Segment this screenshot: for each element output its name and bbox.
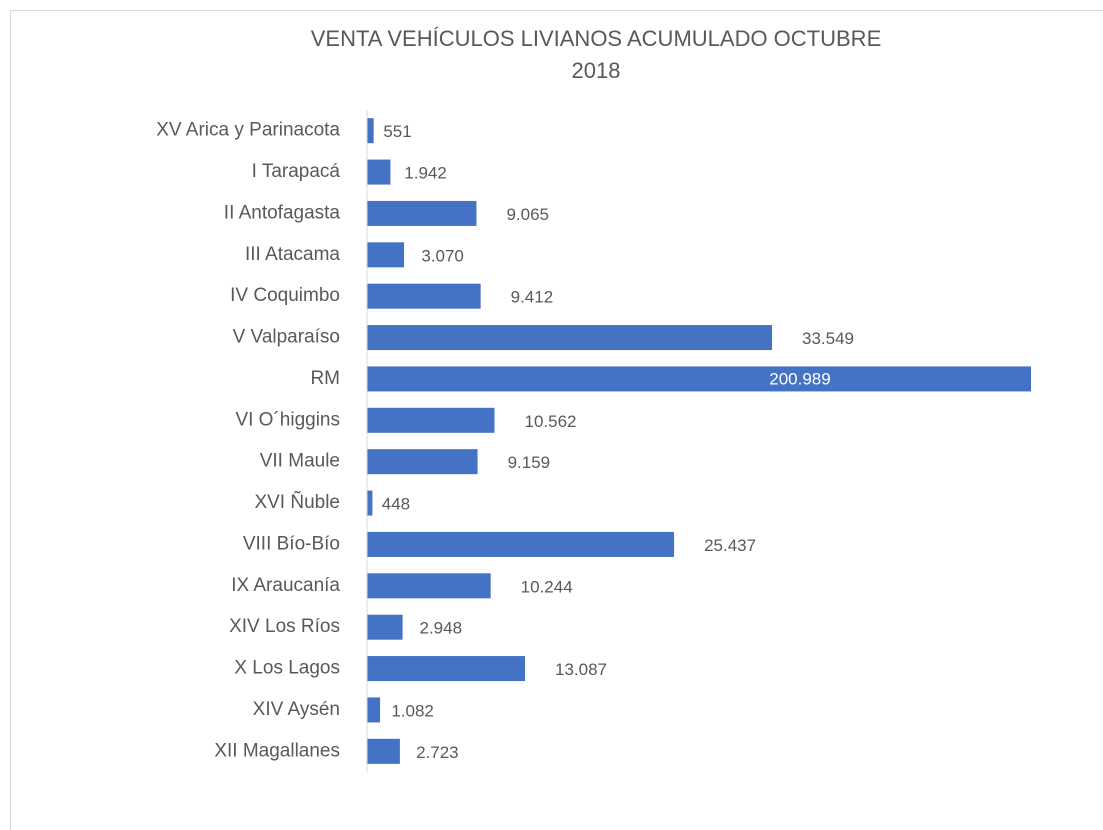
bar [367, 407, 495, 433]
data-label: 13.087 [555, 660, 607, 679]
y-tick-label: IX Araucanía [231, 575, 340, 596]
data-label: 2.723 [416, 743, 459, 762]
bar [367, 159, 391, 185]
bar [367, 118, 374, 144]
bar [367, 200, 477, 226]
y-tick-label: XIV Los Ríos [229, 616, 340, 637]
bar [367, 366, 1031, 392]
y-tick-label: XII Magallanes [214, 740, 340, 761]
data-label: 1.082 [391, 701, 434, 720]
bar [367, 697, 381, 723]
bar [367, 656, 525, 682]
bar [367, 325, 773, 351]
y-tick-label: III Atacama [245, 244, 340, 265]
y-tick-label: I Tarapacá [252, 161, 341, 182]
bar [367, 242, 405, 268]
data-label: 9.159 [508, 453, 551, 472]
data-label: 25.437 [704, 536, 756, 555]
y-tick-label: II Antofagasta [224, 202, 341, 223]
data-label: 10.244 [521, 577, 573, 596]
data-label: 448 [382, 495, 410, 514]
y-tick-label: RM [310, 368, 340, 389]
chart-border [10, 10, 1103, 830]
chart-title: VENTA VEHÍCULOS LIVIANOS ACUMULADO OCTUB… [311, 26, 882, 51]
data-label: 2.948 [419, 619, 462, 638]
y-tick-label: VI O´higgins [235, 409, 340, 430]
bar [367, 614, 403, 640]
data-label: 33.549 [802, 329, 854, 348]
bar [367, 531, 675, 557]
y-tick-label: XVI Ñuble [254, 491, 340, 513]
y-tick-label: VII Maule [260, 451, 340, 472]
y-tick-label: XV Arica y Parinacota [156, 120, 340, 141]
bar [367, 573, 491, 599]
data-label: 3.070 [421, 246, 464, 265]
data-label: 551 [383, 122, 411, 141]
data-label: 200.989 [769, 369, 830, 388]
y-tick-label: VIII Bío-Bío [243, 533, 340, 554]
y-tick-label: IV Coquimbo [230, 285, 340, 306]
bar [367, 490, 373, 516]
y-tick-label: X Los Lagos [234, 658, 340, 679]
chart-subtitle: 2018 [572, 58, 621, 83]
bar [367, 738, 400, 764]
y-tick-label: XIV Aysén [253, 699, 340, 720]
y-tick-label: V Valparaíso [233, 327, 340, 348]
plot-area [367, 118, 1031, 764]
bar [367, 283, 481, 309]
data-label: 9.065 [506, 205, 549, 224]
bar [367, 449, 478, 475]
data-label: 1.942 [404, 164, 447, 183]
data-label: 9.412 [511, 288, 554, 307]
data-label: 10.562 [525, 412, 577, 431]
